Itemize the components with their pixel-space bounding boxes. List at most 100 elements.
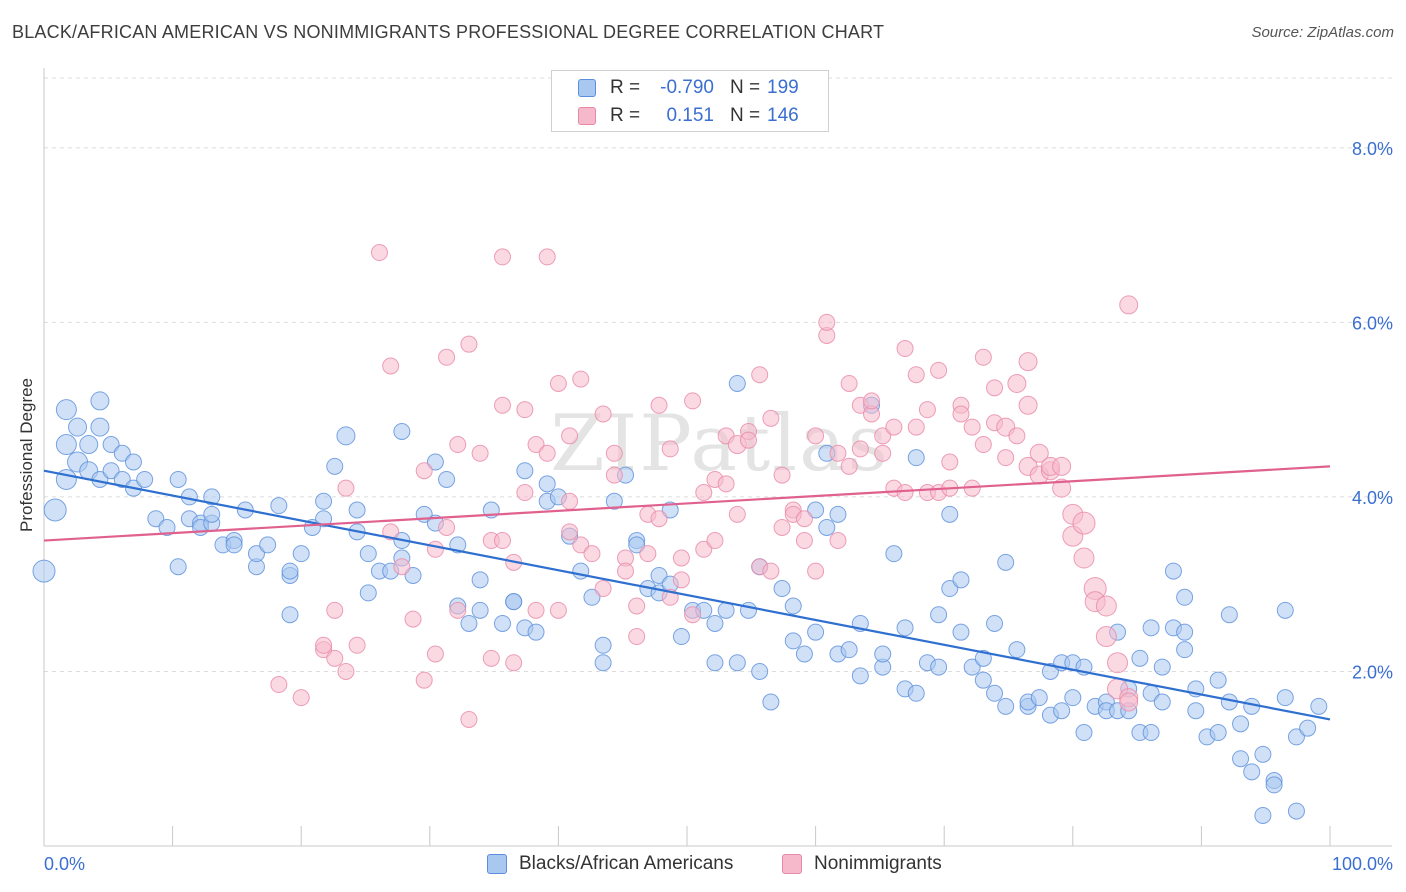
blacks-point [292,545,310,563]
nonimmigrants-point [460,335,478,353]
nonimmigrants-point [684,606,702,624]
nonimmigrants-point [527,436,545,454]
chart-title: BLACK/AFRICAN AMERICAN VS NONIMMIGRANTS … [12,22,885,42]
blacks-point [706,654,724,672]
nonimmigrants-point [337,479,355,497]
nonimmigrants-point [874,427,892,445]
blacks-point [896,619,914,637]
blacks-point [113,470,131,488]
blacks-point [1142,724,1160,742]
blacks-point [594,654,612,672]
legend-n-value: 146 [767,105,799,126]
blacks-point [1299,719,1317,737]
blacks-point [281,606,299,624]
blacks-point [315,492,333,510]
blacks-point [952,623,970,641]
blacks-point [102,436,120,454]
legend-n-label: N = [730,77,761,98]
legend-swatch-blue [578,79,596,97]
legend-r-label: R = [610,77,641,98]
blacks-point [426,453,444,471]
legend-row-nonimmigrants: R = 0.151 N = 146 [552,101,828,129]
nonimmigrants-point [594,405,612,423]
nonimmigrants-point [348,636,366,654]
blacks-point [471,571,489,589]
blacks-point [315,510,333,528]
blacks-point [32,559,56,583]
nonimmigrants-point [997,449,1015,467]
blacks-point [661,501,679,519]
blacks-point [840,641,858,659]
nonimmigrants-point [449,601,467,619]
nonimmigrants-point [382,523,400,541]
nonimmigrants-point [572,370,590,388]
legend-r-value: 0.151 [666,105,714,126]
blacks-point [1075,724,1093,742]
blacks-point [1276,601,1294,619]
blacks-point [359,545,377,563]
blacks-point [594,636,612,654]
blacks-point [1232,715,1250,733]
nonimmigrants-point [840,374,858,392]
blacks-point [1176,588,1194,606]
nonimmigrants-point [493,532,511,550]
blacks-point [807,623,825,641]
nonimmigrants-point [471,444,489,462]
nonimmigrants-point [538,248,556,266]
nonimmigrants-point [370,244,388,262]
blacks-point [1209,671,1227,689]
blacks-point [907,684,925,702]
nonimmigrants-point [382,357,400,375]
nonimmigrants-point [493,248,511,266]
blacks-point [393,422,411,440]
nonimmigrants-point [527,601,545,619]
nonimmigrants-point [840,457,858,475]
blacks-point [538,475,556,493]
blacks-point [784,632,802,650]
blacks-point [941,505,959,523]
blacks-point [650,566,668,584]
nonimmigrants-point [952,405,970,423]
x-tick-label-min: 0.0% [44,854,85,874]
legend-r-label: R = [610,105,641,126]
blacks-point [1220,606,1238,624]
nonimmigrants-point [438,348,456,366]
blacks-point [1310,697,1328,715]
blacks-point [1176,623,1194,641]
nonimmigrants-point [740,431,758,449]
nonimmigrants-point [650,510,668,528]
nonimmigrants-point [795,532,813,550]
nonimmigrants-point [326,649,344,667]
nonimmigrants-point [650,396,668,414]
y-tick-label: 6.0% [1352,313,1393,333]
legend-swatch-pink [578,107,596,125]
nonimmigrants-point [941,453,959,471]
nonimmigrants-point [628,628,646,646]
blacks-point [1276,689,1294,707]
nonimmigrants-point [538,444,556,462]
blacks-point [1176,641,1194,659]
blacks-point [974,671,992,689]
blacks-point [505,593,523,611]
blacks-point [169,558,187,576]
legend-row-blacks: R = -0.790 N = 199 [552,73,828,101]
blacks-point [1064,689,1082,707]
nonimmigrants-point [1029,443,1049,463]
blacks-point [326,457,344,475]
nonimmigrants-point [1008,427,1026,445]
blacks-point [516,462,534,480]
nonimmigrants-point [762,409,780,427]
nonimmigrants-point [863,392,881,410]
blacks-point [147,510,165,528]
nonimmigrants-point [605,444,623,462]
nonimmigrants-point [628,597,646,615]
nonimmigrants-point [449,436,467,454]
nonimmigrants-point [1018,352,1038,372]
blacks-point [818,518,836,536]
legend-label-nonimmigrants: Nonimmigrants [814,853,942,874]
blacks-point [270,497,288,515]
blacks-point [225,536,243,554]
nonimmigrants-point [482,649,500,667]
nonimmigrants-point [807,562,825,580]
legend-n-label: N = [730,105,761,126]
